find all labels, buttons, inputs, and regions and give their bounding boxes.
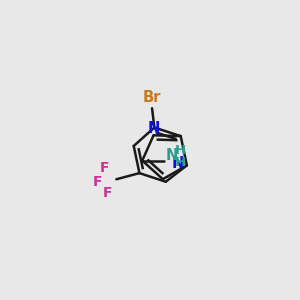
Text: F: F — [99, 161, 109, 176]
Text: N: N — [165, 148, 178, 163]
Text: F: F — [93, 175, 103, 189]
Text: F: F — [103, 186, 112, 200]
Text: H: H — [175, 144, 186, 157]
Text: H: H — [175, 156, 186, 170]
Text: N: N — [147, 121, 160, 136]
Text: Br: Br — [143, 90, 161, 105]
Text: N: N — [171, 156, 184, 171]
